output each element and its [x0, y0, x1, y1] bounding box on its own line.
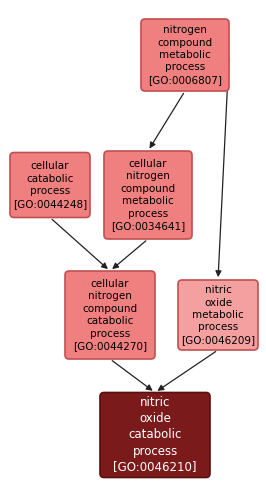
FancyBboxPatch shape [104, 151, 192, 239]
FancyBboxPatch shape [65, 271, 155, 359]
FancyBboxPatch shape [100, 393, 210, 478]
Text: cellular
catabolic
process
[GO:0044248]: cellular catabolic process [GO:0044248] [13, 161, 87, 209]
Text: nitric
oxide
metabolic
process
[GO:0046209]: nitric oxide metabolic process [GO:00462… [181, 285, 255, 345]
Text: nitric
oxide
catabolic
process
[GO:0046210]: nitric oxide catabolic process [GO:00462… [113, 397, 197, 473]
Text: cellular
nitrogen
compound
catabolic
process
[GO:0044270]: cellular nitrogen compound catabolic pro… [73, 279, 147, 351]
FancyBboxPatch shape [178, 280, 258, 350]
FancyBboxPatch shape [10, 153, 90, 217]
FancyBboxPatch shape [141, 19, 229, 91]
Text: cellular
nitrogen
compound
metabolic
process
[GO:0034641]: cellular nitrogen compound metabolic pro… [111, 159, 185, 231]
Text: nitrogen
compound
metabolic
process
[GO:0006807]: nitrogen compound metabolic process [GO:… [148, 25, 222, 85]
